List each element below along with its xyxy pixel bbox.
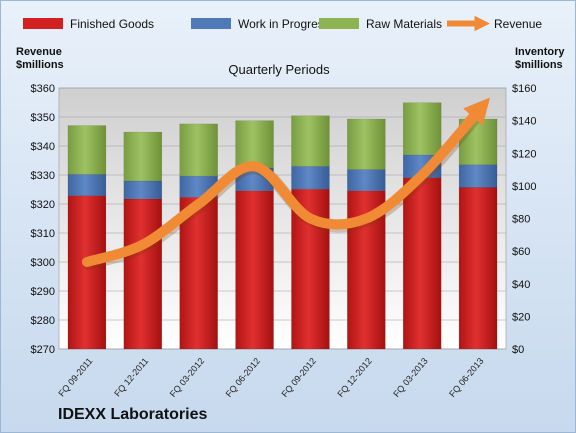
left-tick-label: $350 — [31, 112, 55, 124]
raw-materials-bar — [402, 102, 442, 156]
right-tick-label: $160 — [512, 83, 536, 95]
x-axis-ticks: FQ 09-2011 FQ 12-2011 FQ 03-2012 FQ 06-2012… — [56, 356, 485, 399]
x-tick-label: FQ 06-2013 — [447, 356, 486, 399]
left-tick-label: $270 — [31, 344, 55, 356]
legend-work-in-progress: Work in Progress — [191, 17, 330, 31]
right-tick-label: $0 — [512, 344, 524, 356]
left-tick-label: $360 — [31, 83, 55, 95]
x-tick-label: FQ 09-2011 — [56, 356, 94, 399]
left-tick-label: $280 — [31, 315, 55, 327]
x-tick-label: FQ 03-2013 — [391, 356, 430, 399]
left-tick-label: $300 — [31, 257, 55, 269]
right-tick-label: $80 — [512, 214, 530, 226]
legend-label: Work in Progress — [238, 17, 330, 31]
revenue-line-layer — [81, 97, 491, 270]
legend-swatch — [319, 18, 359, 29]
raw-materials-bar — [235, 120, 274, 169]
raw-materials-bar — [67, 125, 107, 175]
raw-materials-bar — [123, 131, 163, 182]
chart-title: Quarterly Periods — [228, 62, 330, 77]
right-tick-label: $140 — [512, 116, 536, 128]
right-tick-label: $120 — [512, 148, 536, 160]
company-name: IDEXX Laboratories — [58, 406, 208, 423]
right-tick-label: $20 — [512, 311, 530, 323]
right-axis-label: Inventory $millions — [515, 46, 565, 71]
raw-materials-bar — [291, 115, 330, 167]
work-in-progress-bar — [123, 180, 163, 200]
work-in-progress-bar — [347, 169, 386, 192]
right-tick-label: $40 — [512, 279, 530, 291]
right-axis-ticks: $0 $20 $40 $60 $80 $100 $120 $140 $160 — [512, 83, 536, 356]
left-tick-label: $340 — [31, 141, 55, 153]
legend-finished-goods: Finished Goods — [23, 17, 154, 31]
legend-raw-materials: Raw Materials — [319, 17, 442, 31]
work-in-progress-bar — [458, 164, 498, 188]
legend-label: Finished Goods — [70, 17, 154, 31]
finished-goods-bar — [402, 177, 442, 350]
finished-goods-bar — [123, 198, 163, 350]
legend-label: Raw Materials — [366, 17, 442, 31]
right-tick-label: $100 — [512, 181, 536, 193]
x-tick-label: FQ 12-2012 — [335, 356, 374, 399]
raw-materials-bar — [347, 118, 386, 170]
left-tick-label: $330 — [31, 170, 55, 182]
left-tick-label: $320 — [31, 199, 55, 211]
legend: Finished Goods Work in Progress Raw Materi… — [23, 15, 542, 32]
legend-swatch — [191, 18, 231, 29]
revenue-line — [81, 97, 491, 267]
finished-goods-bar — [458, 187, 498, 350]
left-axis-ticks: $270 $280 $290 $300 $310 $320 $330 $340 $350 $360 — [31, 83, 55, 356]
work-in-progress-bar — [67, 174, 107, 196]
left-axis-label: Revenue $millions — [16, 46, 64, 71]
bar-series — [67, 102, 498, 350]
x-tick-label: FQ 03-2012 — [168, 356, 207, 399]
right-tick-label: $60 — [512, 246, 530, 258]
work-in-progress-bar — [291, 166, 330, 190]
left-tick-label: $290 — [31, 286, 55, 298]
raw-materials-bar — [179, 123, 218, 177]
left-tick-label: $310 — [31, 228, 55, 240]
x-tick-label: FQ 12-2011 — [112, 356, 150, 399]
legend-revenue: Revenue — [447, 15, 542, 32]
finished-goods-bar — [179, 197, 218, 350]
finished-goods-bar — [235, 190, 274, 350]
finished-goods-bar — [67, 195, 107, 350]
x-tick-label: FQ 06-2012 — [224, 356, 263, 399]
legend-label: Revenue — [494, 17, 542, 31]
legend-swatch — [23, 18, 63, 29]
x-tick-label: FQ 09-2012 — [279, 356, 318, 399]
